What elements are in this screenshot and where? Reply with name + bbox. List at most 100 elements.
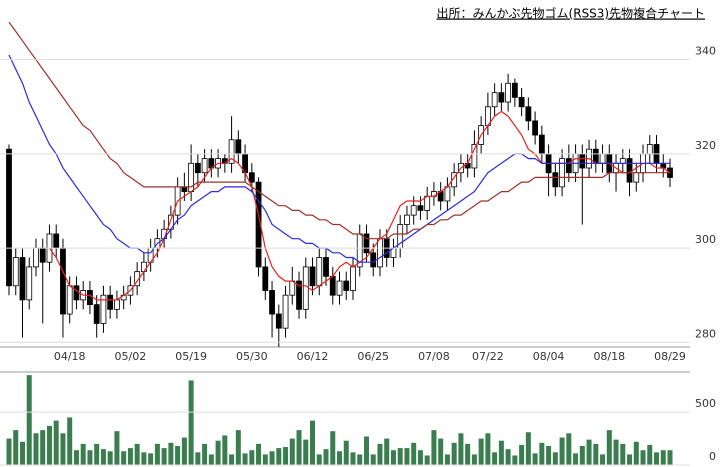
volume-bar <box>654 452 660 465</box>
volume-bar <box>73 450 79 465</box>
volume-bar <box>60 433 66 465</box>
y-tick-label: 320 <box>695 139 716 152</box>
volume-bar <box>471 454 477 465</box>
candle-body <box>377 238 383 268</box>
volume-bar <box>573 453 579 465</box>
volume-bar <box>235 430 241 465</box>
x-tick-label: 07/22 <box>472 350 504 363</box>
candle-body <box>626 158 633 183</box>
x-tick-label: 04/18 <box>54 350 86 363</box>
volume-bar <box>627 454 633 465</box>
volume-bar <box>559 437 565 465</box>
volume-bar <box>397 448 403 465</box>
volume-bar <box>33 433 39 465</box>
candle-body <box>518 96 525 108</box>
volume-bar <box>40 430 46 465</box>
candle-body <box>73 285 80 301</box>
candle-body <box>410 205 417 216</box>
candle-body <box>302 266 309 310</box>
volume-bar <box>215 440 221 465</box>
candle-body <box>323 257 329 277</box>
volume-bar <box>647 444 653 465</box>
candle-body <box>269 290 275 315</box>
volume-bar <box>188 380 194 465</box>
volume-bar <box>633 441 639 465</box>
candle-body <box>491 92 498 108</box>
volume-bar <box>363 436 369 465</box>
candle-body <box>565 158 572 174</box>
volume-bar <box>303 439 309 465</box>
candle-body <box>6 148 12 287</box>
candle-body <box>451 172 458 188</box>
candle-body <box>511 82 518 98</box>
volume-bar <box>175 445 181 465</box>
x-tick-label: 06/25 <box>357 350 389 363</box>
candle-body <box>538 134 545 155</box>
volume-bar <box>431 430 437 465</box>
candle-body <box>350 266 356 291</box>
volume-bar <box>107 451 113 465</box>
volume-bar <box>519 444 525 465</box>
volume-bar <box>53 420 59 465</box>
volume-bar <box>94 443 100 465</box>
candle-body <box>194 162 201 174</box>
candle-body <box>228 139 235 164</box>
volume-bar <box>417 450 423 465</box>
x-tick-label: 08/18 <box>593 350 625 363</box>
volume-bar <box>525 432 531 465</box>
candle-body <box>282 294 289 329</box>
volume-bar <box>613 439 619 465</box>
volume-bar <box>532 453 538 465</box>
candle-body <box>552 172 559 188</box>
volume-bar <box>195 452 201 465</box>
y-tick-label: 280 <box>695 327 716 340</box>
candle-body <box>53 233 60 249</box>
volume-bar <box>390 450 396 465</box>
volume-bar <box>80 443 86 465</box>
volume-bar <box>593 443 599 465</box>
volume-bar <box>606 430 612 465</box>
volume-bar <box>46 425 52 465</box>
candle-body <box>33 247 39 268</box>
volume-bar <box>539 442 545 465</box>
chart-title: 出所：みんかぶ先物ゴム(RSS3)先物複合チャート <box>437 6 705 21</box>
candle-body <box>417 205 424 211</box>
volume-bar <box>552 452 558 465</box>
candle-body <box>646 144 653 155</box>
candle-body <box>87 290 93 306</box>
volume-bar <box>566 433 572 465</box>
volume-bar <box>620 443 626 465</box>
volume-bar <box>404 448 410 465</box>
volume-bar <box>377 443 383 465</box>
volume-bar <box>161 448 167 465</box>
candle-body <box>505 82 512 103</box>
volume-bar <box>222 435 228 465</box>
moving-average-line <box>8 22 670 240</box>
volume-bar <box>667 450 673 465</box>
volume-bar <box>276 448 282 465</box>
candle-body <box>336 280 343 296</box>
volume-bar <box>600 454 606 465</box>
candle-body <box>579 153 586 169</box>
candle-body <box>93 304 100 324</box>
volume-bar <box>202 443 208 465</box>
volume-bar <box>121 451 127 465</box>
volume-bar <box>127 448 133 465</box>
volume-bar <box>208 454 214 465</box>
volume-bar <box>492 452 498 465</box>
candle-body <box>309 266 316 287</box>
candle-body <box>370 252 377 268</box>
candle-body <box>100 294 107 324</box>
volume-bar <box>323 449 329 465</box>
candle-body <box>559 158 565 188</box>
candle-body <box>498 92 505 103</box>
candle-body <box>39 247 46 263</box>
volume-bar <box>289 438 295 465</box>
candle-body <box>404 214 410 225</box>
candle-body <box>633 172 640 183</box>
volume-bar <box>444 454 450 465</box>
volume-bar <box>485 433 491 465</box>
candle-body <box>289 280 296 296</box>
candle-body <box>592 148 599 164</box>
y-tick-label: 340 <box>695 45 716 58</box>
